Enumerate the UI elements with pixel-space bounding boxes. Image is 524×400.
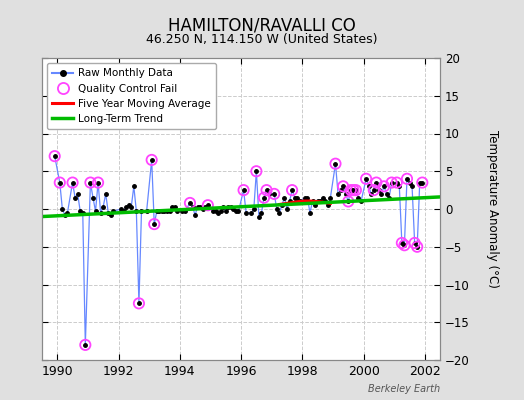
Point (346, 187, 355, 193)
Point (403, 176, 411, 182)
Point (380, 183, 388, 190)
Text: 46.250 N, 114.150 W (United States): 46.250 N, 114.150 W (United States) (146, 34, 378, 46)
Point (81, 342, 90, 348)
Point (94, 179, 102, 186)
Point (186, 200, 194, 206)
Point (369, 187, 378, 193)
Point (147, 157, 156, 163)
Point (288, 187, 296, 193)
Point (135, 300, 143, 306)
Point (252, 168, 260, 174)
Point (400, 242, 409, 248)
Point (349, 187, 357, 193)
Point (50, 153, 59, 159)
Legend: Raw Monthly Data, Quality Control Fail, Five Year Moving Average, Long-Term Tren: Raw Monthly Data, Quality Control Fail, … (47, 63, 216, 129)
Point (413, 244, 421, 250)
Point (418, 179, 427, 186)
Point (352, 187, 360, 193)
Point (331, 160, 340, 167)
Point (362, 176, 370, 182)
Point (398, 240, 406, 246)
Point (392, 179, 401, 186)
Text: HAMILTON/RAVALLI CO: HAMILTON/RAVALLI CO (168, 17, 356, 35)
Point (410, 240, 419, 246)
Text: Berkeley Earth: Berkeley Earth (368, 384, 440, 394)
Point (150, 221, 158, 227)
Point (263, 187, 271, 193)
Point (372, 179, 380, 186)
Point (339, 183, 347, 190)
Point (239, 187, 248, 193)
Point (344, 198, 353, 205)
Point (68, 179, 77, 186)
Point (86, 179, 95, 186)
Point (260, 194, 268, 201)
Point (56, 179, 64, 186)
Point (204, 202, 212, 208)
Y-axis label: Temperature Anomaly (°C): Temperature Anomaly (°C) (486, 130, 499, 288)
Point (270, 191, 278, 197)
Point (387, 179, 396, 186)
